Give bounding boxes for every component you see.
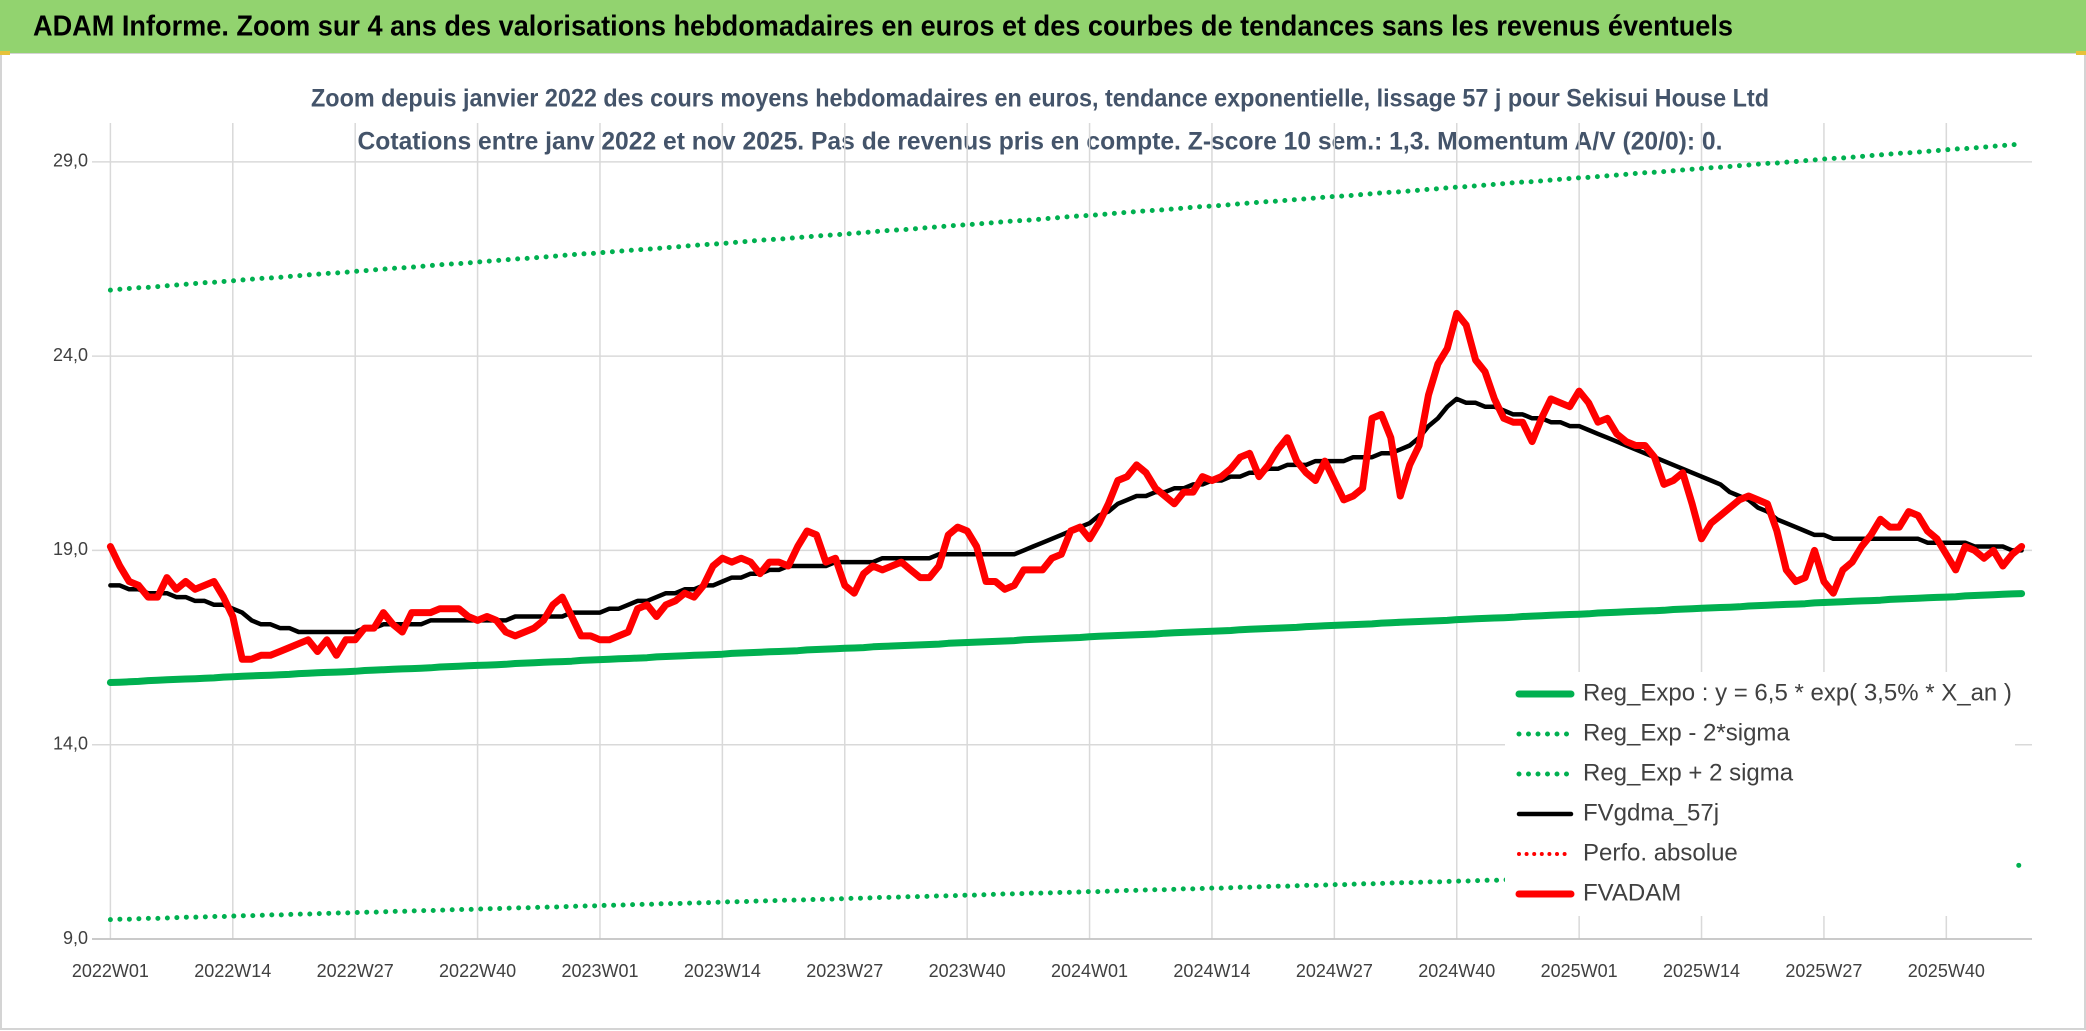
y-tick-label: 14,0 [53, 733, 88, 753]
series-line [106, 590, 2026, 686]
y-tick-label: 19,0 [53, 539, 88, 559]
y-tick-label: 9,0 [63, 928, 88, 948]
legend-box [1505, 672, 2015, 916]
x-tick-label: 2025W01 [1541, 961, 1618, 981]
corner [0, 51, 10, 55]
x-tick-label: 2022W01 [72, 961, 149, 981]
x-tick-label: 2024W01 [1051, 961, 1128, 981]
legend-label: FVgdma_57j [1583, 799, 1719, 826]
x-tick-label: 2025W40 [1908, 961, 1985, 981]
x-tick-label: 2022W27 [317, 961, 394, 981]
x-tick-label: 2022W40 [439, 961, 516, 981]
x-tick-label: 2023W14 [684, 961, 761, 981]
legend: Reg_Expo : y = 6,5 * exp( 3,5% * X_an ) R… [1505, 672, 2015, 916]
series-line [107, 141, 2025, 293]
x-tick-label: 2024W27 [1296, 961, 1373, 981]
x-tick-label: 2024W40 [1418, 961, 1495, 981]
legend-label: Reg_Expo : y = 6,5 * exp( 3,5% * X_an ) [1583, 679, 2012, 706]
x-tick-label: 2023W27 [806, 961, 883, 981]
x-tick-label: 2023W40 [929, 961, 1006, 981]
legend-label: Reg_Exp + 2 sigma [1583, 759, 1794, 786]
x-tick-label: 2023W01 [561, 961, 638, 981]
corner [2076, 51, 2086, 55]
header-title: ADAM Informe. Zoom sur 4 ans des valoris… [33, 11, 1733, 43]
series-line [108, 396, 2024, 635]
x-tick-label: 2022W14 [194, 961, 271, 981]
chart-subtitle: Cotations entre janv 2022 et nov 2025. P… [358, 128, 1723, 156]
x-tick-label: 2024W14 [1173, 961, 1250, 981]
series-line [106, 309, 2026, 663]
legend-label: Perfo. absolue [1583, 839, 1738, 866]
legend-label: Reg_Exp - 2*sigma [1583, 719, 1790, 746]
header-bar [0, 0, 2086, 53]
legend-label: FVADAM [1583, 879, 1681, 906]
chart-title: Zoom depuis janvier 2022 des cours moyen… [311, 85, 1769, 113]
x-tick-label: 2025W14 [1663, 961, 1740, 981]
x-tick-label: 2025W27 [1785, 961, 1862, 981]
y-tick-label: 24,0 [53, 345, 88, 365]
y-tick-label: 29,0 [53, 151, 88, 171]
